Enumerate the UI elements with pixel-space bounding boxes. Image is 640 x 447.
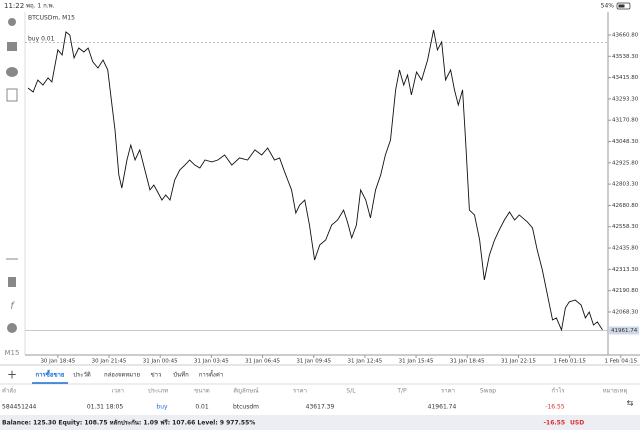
table-header: ราคา bbox=[441, 388, 455, 395]
left-toolbar: f bbox=[6, 18, 18, 333]
x-tick-label: 31 Jan 06:45 bbox=[245, 359, 280, 365]
battery-level: 54% bbox=[601, 3, 615, 10]
y-tick-label: 43660.80 bbox=[612, 32, 639, 38]
table-cell: buy bbox=[156, 404, 168, 411]
table-cell: 01.31 18:05 bbox=[87, 404, 124, 411]
menu-icon[interactable]: ⇆ bbox=[627, 399, 634, 408]
chat-icon[interactable] bbox=[6, 67, 18, 77]
tab[interactable]: กล่องจดหมาย bbox=[104, 372, 140, 379]
y-tick-label: 42313.30 bbox=[612, 267, 639, 273]
current-price-tag bbox=[609, 326, 639, 335]
tab[interactable]: การตั้งค่า bbox=[199, 369, 223, 379]
add-icon[interactable] bbox=[6, 88, 18, 102]
table-header: S/L bbox=[346, 388, 356, 395]
current-price-label: 41961.74 bbox=[611, 328, 638, 334]
status-time: 11:22 bbox=[4, 2, 24, 10]
table-header: ขนาด bbox=[194, 388, 210, 395]
y-tick-label: 42925.80 bbox=[612, 160, 639, 166]
y-tick-label: 43293.30 bbox=[612, 96, 639, 102]
y-tick-label: 43538.30 bbox=[612, 54, 639, 60]
table-header: เวลา bbox=[112, 388, 124, 395]
objects-icon[interactable] bbox=[7, 323, 17, 333]
table-cell: btcusdm bbox=[233, 404, 259, 411]
x-tick-label: 31 Jan 18:45 bbox=[450, 359, 485, 365]
table-cell: 43617.39 bbox=[306, 404, 335, 411]
candles-icon[interactable] bbox=[8, 277, 16, 287]
x-tick-label: 31 Jan 22:15 bbox=[501, 359, 536, 365]
table-cell: -16.55 bbox=[545, 404, 565, 411]
table-header: ประเภท bbox=[148, 388, 168, 395]
tab[interactable]: ประวัติ bbox=[73, 372, 91, 379]
y-tick-label: 43170.80 bbox=[612, 118, 639, 124]
account-icon[interactable] bbox=[8, 18, 16, 26]
table-header: สัญลักษณ์ bbox=[233, 387, 259, 395]
y-tick-label: 42680.80 bbox=[612, 203, 639, 209]
table-header: Swap bbox=[480, 388, 496, 395]
y-tick-label: 43415.80 bbox=[612, 75, 639, 81]
trade-icon[interactable] bbox=[7, 42, 17, 51]
x-tick-label: 31 Jan 12:45 bbox=[347, 359, 382, 365]
table-cell: 0.01 bbox=[195, 404, 209, 411]
x-tick-label: 30 Jan 21:45 bbox=[92, 359, 127, 365]
table-cell: 41961.74 bbox=[428, 404, 457, 411]
y-tick-label: 42190.80 bbox=[612, 288, 639, 294]
x-tick-label: 1 Feb 01:15 bbox=[553, 359, 586, 365]
x-tick-label: 31 Jan 00:45 bbox=[143, 359, 178, 365]
y-tick-label: 43048.30 bbox=[612, 139, 639, 145]
x-tick-label: 1 Feb 04:15 bbox=[604, 359, 637, 365]
y-tick-label: 42803.30 bbox=[612, 182, 639, 188]
table-header: ราคา bbox=[293, 388, 307, 395]
chart-symbol: BTCUSDm, M15 bbox=[28, 15, 75, 22]
price-line bbox=[27, 29, 603, 332]
y-tick-label: 42558.30 bbox=[612, 224, 639, 230]
total-profit: -16.55 bbox=[544, 420, 565, 427]
battery-icon bbox=[616, 2, 631, 10]
currency: USD bbox=[570, 420, 584, 427]
table-header: หมายเหตุ bbox=[603, 388, 628, 395]
balance-summary: Balance: 125.30 Equity: 108.75 หลักประกั… bbox=[2, 419, 255, 427]
table-header: คำสั่ง bbox=[2, 387, 16, 395]
x-tick-label: 31 Jan 09:45 bbox=[296, 359, 331, 365]
table-header: กำไร bbox=[551, 387, 565, 395]
timeframe-button[interactable]: M15 bbox=[5, 349, 20, 357]
table-cell[interactable]: 584451244 bbox=[2, 404, 37, 411]
y-tick-label: 42435.80 bbox=[612, 246, 639, 252]
tab[interactable]: การซื้อขาย bbox=[36, 369, 65, 379]
indicator-icon[interactable]: f bbox=[10, 301, 15, 312]
x-tick-label: 31 Jan 15:45 bbox=[399, 359, 434, 365]
table-header: T/P bbox=[396, 388, 407, 395]
tab[interactable]: ข่าว bbox=[151, 372, 162, 379]
balance-bar-bg bbox=[0, 415, 640, 430]
battery-fill bbox=[618, 4, 625, 8]
order-label: buy 0.01 bbox=[28, 36, 55, 43]
x-tick-label: 31 Jan 03:45 bbox=[194, 359, 229, 365]
new-order-button[interactable]: + bbox=[7, 368, 17, 382]
x-tick-label: 30 Jan 18:45 bbox=[40, 359, 75, 365]
status-date: พฤ. 1 ก.พ. bbox=[26, 3, 55, 10]
y-tick-label: 42068.30 bbox=[612, 309, 639, 315]
tab[interactable]: บันทึก bbox=[173, 372, 189, 379]
